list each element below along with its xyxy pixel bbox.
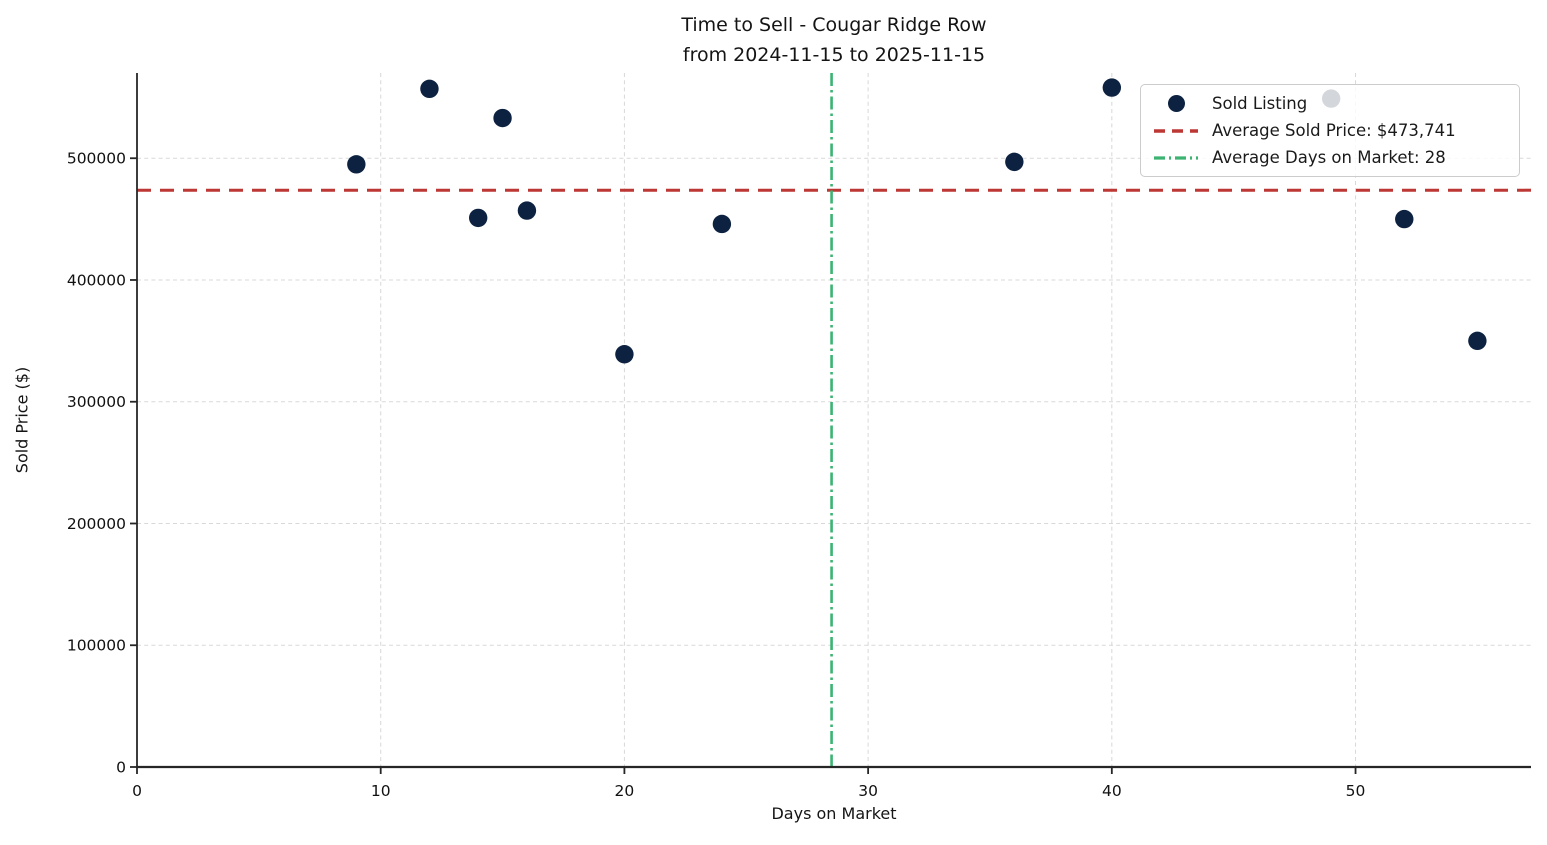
chart-title: Time to Sell - Cougar Ridge Row from 202… <box>137 10 1531 70</box>
legend-item-avg-price: Average Sold Price: $473,741 <box>1153 117 1509 144</box>
data-point <box>1005 152 1024 172</box>
data-point <box>420 79 439 99</box>
y-tick-label: 0 <box>116 759 126 777</box>
chart-title-line1: Time to Sell - Cougar Ridge Row <box>681 14 987 36</box>
legend: Sold Listing Average Sold Price: $473,74… <box>1140 84 1520 177</box>
x-tick-label: 50 <box>1346 782 1366 800</box>
legend-marker-cell <box>1153 128 1199 134</box>
data-point <box>1102 78 1122 97</box>
y-tick-label: 200000 <box>67 515 126 533</box>
data-point <box>1468 331 1487 351</box>
y-tick-label: 400000 <box>67 271 126 289</box>
y-axis-label: Sold Price ($) <box>12 366 32 474</box>
legend-marker-cell <box>1153 155 1199 161</box>
dashdot-line-icon <box>1154 155 1198 160</box>
legend-label-sold-listing: Sold Listing <box>1212 94 1308 113</box>
x-axis-label: Days on Market <box>771 804 897 823</box>
legend-item-sold-listing: Sold Listing <box>1153 90 1509 117</box>
x-tick-label: 10 <box>371 782 391 800</box>
dashed-line-icon <box>1154 128 1198 133</box>
data-point <box>468 208 488 228</box>
x-tick-label: 40 <box>1102 782 1122 800</box>
data-point <box>712 214 732 234</box>
legend-label-avg-price: Average Sold Price: $473,741 <box>1212 121 1456 140</box>
data-point <box>347 155 366 174</box>
legend-marker-cell <box>1153 95 1199 112</box>
x-tick-label: 0 <box>132 782 142 800</box>
scatter-point-icon <box>1167 95 1185 112</box>
y-tick-label: 500000 <box>67 150 126 168</box>
data-point <box>517 201 537 220</box>
legend-label-avg-days: Average Days on Market: 28 <box>1212 148 1446 167</box>
y-tick-label: 100000 <box>67 637 126 655</box>
data-point <box>493 108 512 128</box>
y-tick-label: 300000 <box>67 393 126 411</box>
data-point <box>1395 209 1414 229</box>
legend-item-avg-days: Average Days on Market: 28 <box>1153 144 1509 171</box>
x-tick-label: 30 <box>858 782 878 800</box>
chart-title-line2: from 2024-11-15 to 2025-11-15 <box>682 44 986 66</box>
x-tick-label: 20 <box>615 782 635 800</box>
data-point <box>615 345 634 364</box>
